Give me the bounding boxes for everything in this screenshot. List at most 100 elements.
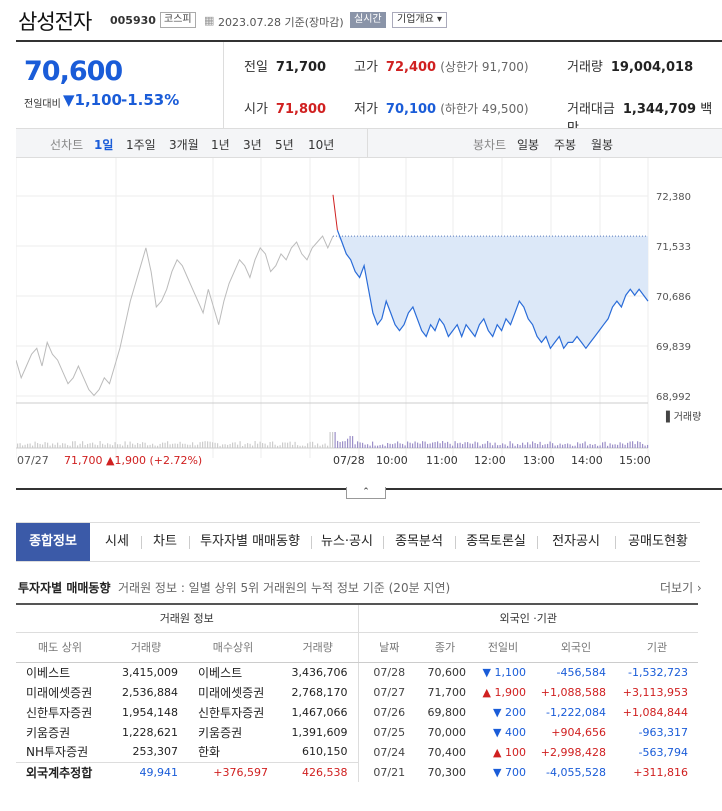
buy-broker[interactable]: 미래에셋증권	[198, 685, 265, 700]
table-row: NH투자증권 253,307 한화 610,150 07/24 70,400 ▲ 100 +2…	[16, 742, 698, 762]
sell-broker[interactable]: NH투자증권	[26, 745, 89, 760]
volume-bar	[512, 443, 514, 448]
candle-chart-label: 봉차트	[473, 138, 507, 152]
volume-bar	[132, 443, 134, 448]
row-close: 70,000	[427, 725, 467, 739]
tab-quotes[interactable]: 시세	[105, 534, 129, 549]
volume-bar	[482, 444, 484, 448]
stock-name: 삼성전자	[18, 10, 92, 34]
row-foreign: +2,998,428	[540, 745, 606, 759]
volume-bar	[417, 442, 419, 448]
volume-bar	[414, 441, 416, 448]
more-link[interactable]: 더보기 ›	[660, 581, 702, 595]
y-tick-label: 70,686	[656, 292, 691, 303]
volume-bar	[47, 442, 49, 448]
volume-bar	[277, 445, 279, 448]
collapse-chart-button[interactable]: ⌃	[346, 487, 386, 499]
tab-news[interactable]: 뉴스·공시	[321, 534, 373, 549]
row-institution: -563,794	[638, 745, 688, 759]
volume-bar	[389, 443, 391, 448]
volume-bar	[472, 443, 474, 448]
volume-bar	[529, 444, 531, 448]
volume-bar	[507, 445, 509, 448]
volume-bar	[624, 444, 626, 448]
volume-bar	[339, 441, 341, 448]
tab-analysis[interactable]: 종목분석	[395, 534, 443, 549]
volume-bar	[224, 444, 226, 448]
volume-bar	[467, 442, 469, 448]
foreign-table-title: 외국인 ·기관	[357, 604, 698, 633]
tab-overview[interactable]: 종합정보	[16, 523, 90, 561]
volume-bar	[399, 443, 401, 448]
volume-bar	[242, 445, 244, 448]
buy-broker[interactable]: 한화	[198, 745, 221, 760]
buy-broker[interactable]: 키움증권	[198, 725, 243, 740]
volume-bar	[554, 445, 556, 448]
realtime-button[interactable]: 실시간	[350, 12, 386, 28]
period-1d[interactable]: 1일	[94, 138, 114, 152]
volume-bar	[52, 443, 54, 448]
period-3m[interactable]: 3개월	[169, 138, 199, 152]
prev-day-close: 71,700	[64, 454, 103, 467]
tab-disclosure[interactable]: 전자공시	[552, 534, 600, 549]
sell-broker[interactable]: 키움증권	[26, 725, 71, 740]
investor-trend-table: 거래원 정보 외국인 ·기관 매도 상위 거래량 매수상위 거래량 날짜 종가 …	[16, 603, 698, 782]
tab-investor-trend[interactable]: 투자자별 매매동향	[200, 534, 300, 549]
volume-bar	[364, 444, 366, 448]
volume-bar	[644, 445, 646, 448]
price-chart[interactable]: 72,380 71,533 70,686 69,839 68,992 ▌거래량 07/28 1…	[15, 158, 722, 490]
volume-bar	[134, 444, 136, 448]
volume-bar	[377, 445, 379, 448]
volume-bar	[499, 444, 501, 448]
volume-bar	[592, 444, 594, 448]
broker-table-title: 거래원 정보	[16, 604, 358, 633]
volume-bar	[74, 441, 76, 448]
volume-bar	[462, 444, 464, 448]
buy-volume: 610,150	[302, 745, 348, 759]
tab-short-selling[interactable]: 공매도현황	[628, 534, 688, 549]
volume-bar	[234, 442, 236, 448]
company-info-dropdown[interactable]: 기업개요 ▾	[392, 12, 447, 28]
period-5y[interactable]: 5년	[275, 138, 294, 152]
buy-broker[interactable]: 이베스트	[198, 665, 243, 680]
volume-bar	[504, 444, 506, 448]
period-1w[interactable]: 1주일	[126, 138, 156, 152]
open-price: 시가 71,800	[244, 102, 327, 117]
volume-bar	[497, 445, 499, 448]
volume-bar	[439, 443, 441, 448]
row-foreign: +904,656	[551, 725, 606, 739]
period-bar: 선차트 1일 1주일 3개월 1년 3년 5년 10년 봉차트 일봉 주봉 월봉	[16, 128, 722, 158]
volume-bar	[359, 442, 361, 448]
row-change: ▲ 100	[493, 745, 526, 759]
volume-bar	[347, 438, 349, 448]
sell-broker[interactable]: 이베스트	[26, 665, 71, 680]
volume-bar	[352, 436, 354, 448]
volume-bar	[97, 445, 99, 448]
sell-broker[interactable]: 신한투자증권	[26, 705, 93, 720]
volume-bar	[314, 445, 316, 448]
volume-bar	[614, 444, 616, 448]
period-10y[interactable]: 10년	[308, 138, 335, 152]
volume-bar	[464, 442, 466, 448]
row-change: ▼ 400	[493, 725, 526, 739]
period-1y[interactable]: 1년	[211, 138, 230, 152]
tab-discussion[interactable]: 종목토론실	[466, 534, 526, 549]
x-tick-label: 10:00	[376, 454, 408, 467]
market-badge: 코스피	[160, 12, 196, 28]
candle-weekly[interactable]: 주봉	[554, 138, 577, 152]
volume-bar	[142, 442, 144, 448]
volume-bar	[374, 445, 376, 448]
volume-bar	[452, 445, 454, 448]
candle-daily[interactable]: 일봉	[517, 138, 540, 152]
volume-bar	[582, 443, 584, 448]
volume-bar	[442, 441, 444, 448]
candle-monthly[interactable]: 월봉	[591, 138, 614, 152]
buy-volume: 2,768,170	[291, 685, 348, 699]
tab-chart[interactable]: 차트	[153, 534, 177, 549]
period-3y[interactable]: 3년	[243, 138, 262, 152]
volume-bar	[114, 442, 116, 448]
sell-broker[interactable]: 미래에셋증권	[26, 685, 93, 700]
volume-bar	[549, 441, 551, 448]
buy-broker[interactable]: 신한투자증권	[198, 705, 265, 720]
